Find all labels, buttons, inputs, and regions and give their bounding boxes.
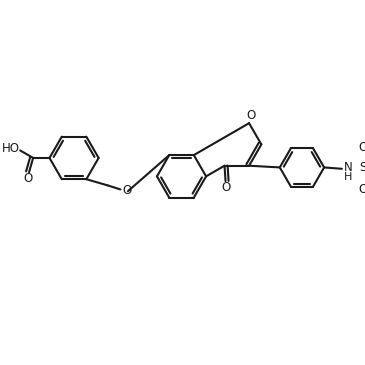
Text: O: O <box>123 184 132 197</box>
Text: O: O <box>24 172 33 185</box>
Text: N: N <box>344 161 353 174</box>
Text: H: H <box>344 172 353 182</box>
Text: HO: HO <box>1 142 20 155</box>
Text: O: O <box>221 181 230 194</box>
Text: O: O <box>358 183 365 196</box>
Text: S: S <box>359 161 365 174</box>
Text: O: O <box>358 142 365 154</box>
Text: O: O <box>246 109 256 122</box>
